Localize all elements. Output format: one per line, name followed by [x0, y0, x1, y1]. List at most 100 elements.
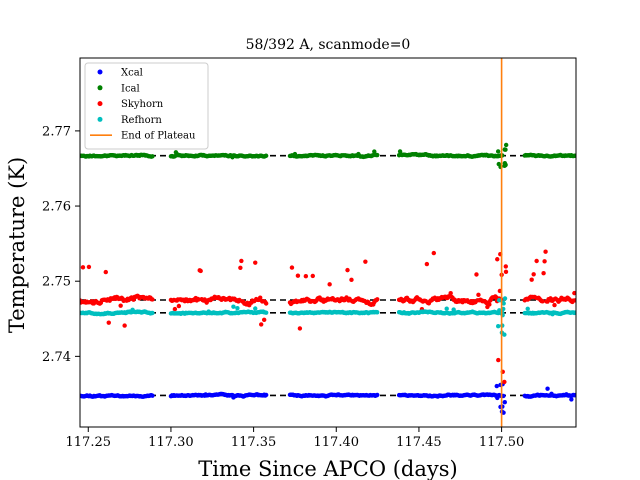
legend-marker-ical: [97, 85, 103, 91]
series-refhorn: [80, 296, 576, 337]
data-point: [501, 301, 506, 306]
y-tick-label: 2.74: [42, 350, 71, 365]
data-point: [297, 326, 303, 331]
data-point: [176, 303, 182, 309]
data-point: [503, 162, 508, 168]
data-point: [375, 297, 380, 302]
data-point: [573, 310, 576, 315]
data-point: [573, 392, 576, 398]
x-tick-label: 117.50: [479, 435, 525, 450]
data-point: [503, 142, 509, 148]
data-point: [474, 272, 479, 277]
data-point: [495, 257, 500, 262]
y-axis-label: Temperature (K): [5, 157, 29, 333]
data-point: [375, 310, 380, 315]
data-point: [502, 296, 508, 301]
legend-marker-skyhorn: [97, 101, 103, 107]
legend-label: End of Plateau: [121, 131, 196, 142]
data-point: [502, 379, 507, 385]
data-point: [541, 271, 546, 276]
data-point: [118, 303, 123, 308]
chart-title: 58/392 A, scanmode=0: [246, 37, 411, 53]
data-point: [494, 383, 499, 389]
data-point: [310, 273, 315, 279]
legend-label: Refhorn: [121, 115, 162, 126]
data-point: [502, 147, 507, 152]
data-point: [487, 302, 492, 307]
axes-frame: [79, 57, 577, 428]
x-tick-label: 117.25: [66, 435, 112, 450]
data-point: [503, 269, 509, 275]
data-point: [375, 152, 380, 158]
data-point: [106, 320, 111, 325]
legend-label: Ical: [121, 83, 140, 94]
legend-label: Skyhorn: [121, 99, 164, 110]
legend-marker-xcal: [97, 69, 103, 75]
data-point: [259, 322, 264, 327]
data-point: [150, 393, 155, 398]
data-point: [198, 268, 203, 274]
data-point: [496, 357, 501, 363]
data-point: [235, 306, 240, 311]
data-point: [345, 267, 350, 273]
data-point: [476, 292, 481, 298]
data-point: [496, 298, 502, 303]
data-point: [122, 323, 127, 328]
data-point: [263, 310, 269, 315]
data-point: [495, 149, 501, 154]
data-point: [150, 310, 155, 316]
data-point: [534, 258, 539, 264]
legend-marker-refhorn: [97, 116, 103, 122]
x-tick-label: 117.30: [148, 435, 194, 450]
data-point: [375, 392, 380, 398]
data-point: [263, 301, 269, 306]
data-point: [542, 259, 547, 264]
plot-area: 117.25 117.30 117.35 117.40 117.45 117.50 2.74…: [42, 57, 577, 450]
data-point: [253, 260, 258, 265]
data-point: [496, 324, 501, 329]
data-point: [529, 277, 534, 282]
x-tick-label: 117.40: [314, 435, 360, 450]
data-point: [545, 386, 550, 391]
data-point: [303, 273, 309, 279]
legend-label: Xcal: [121, 68, 143, 79]
data-point: [552, 302, 557, 308]
data-point: [573, 298, 576, 303]
data-point: [502, 332, 507, 337]
data-point: [363, 259, 368, 264]
data-point: [263, 392, 269, 398]
y-tick-label: 2.76: [42, 200, 71, 215]
data-point: [172, 306, 178, 312]
data-point: [540, 299, 545, 304]
series-skyhorn: [80, 249, 576, 385]
plot-data-layer: [80, 58, 576, 427]
series-xcal: [80, 381, 576, 415]
data-point: [444, 306, 449, 311]
data-point: [501, 410, 506, 415]
data-point: [295, 273, 301, 278]
data-point: [150, 154, 155, 159]
legend: Xcal Ical Skyhorn Refhorn End of Plateau: [84, 62, 209, 150]
series-ical: [80, 142, 576, 170]
data-point: [103, 269, 108, 275]
data-point: [573, 153, 576, 158]
data-point: [503, 264, 508, 269]
data-point: [253, 306, 258, 311]
data-point: [531, 272, 536, 277]
x-tick-label: 117.35: [231, 435, 277, 450]
data-point: [569, 397, 574, 402]
data-point: [150, 297, 155, 302]
data-point: [258, 295, 263, 300]
data-point: [502, 400, 507, 405]
data-point: [448, 290, 453, 296]
legend-box: [84, 62, 209, 150]
data-point: [231, 304, 236, 309]
data-point: [239, 258, 244, 264]
x-tick-label: 117.45: [396, 435, 442, 450]
data-point: [263, 153, 269, 158]
data-point: [289, 265, 295, 270]
data-point: [327, 282, 332, 287]
data-point: [86, 264, 92, 270]
data-point: [80, 265, 86, 270]
